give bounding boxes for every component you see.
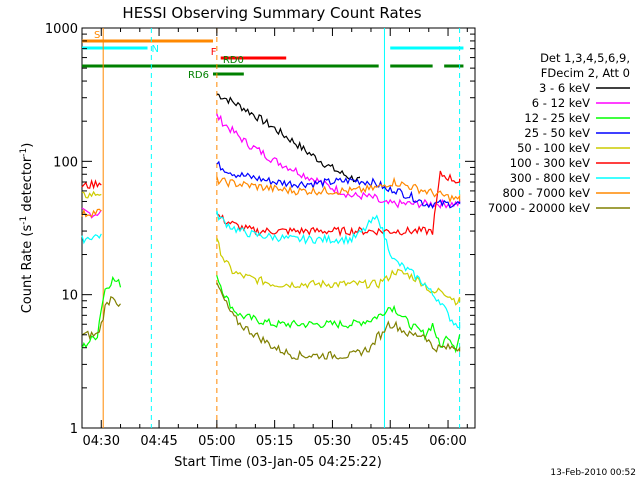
y-axis-label: Count Rate (s-1 detector-1) xyxy=(19,143,35,314)
legend-label: 7000 - 20000 keV xyxy=(488,201,590,215)
flag-label-f: F xyxy=(211,47,217,58)
series-line-5 xyxy=(81,170,461,237)
chart-title: HESSI Observing Summary Count Rates xyxy=(122,4,421,22)
y-axis-label-main: Count Rate (s xyxy=(20,225,35,314)
legend-label: 800 - 7000 keV xyxy=(502,186,590,200)
y-tick-label: 1000 xyxy=(45,22,78,37)
series-line-4 xyxy=(81,190,461,306)
series-line-1 xyxy=(81,113,461,219)
y-axis-label-end: ) xyxy=(20,143,35,148)
legend-header-line1: Det 1,3,4,5,6,9, xyxy=(540,51,630,65)
legend: Det 1,3,4,5,6,9, FDecim 2, Att 0 3 - 6 k… xyxy=(488,51,630,215)
series-line-8 xyxy=(81,282,461,360)
plot-area xyxy=(81,27,476,429)
x-tick-label: 04:45 xyxy=(140,434,177,449)
series-line-0 xyxy=(216,93,360,183)
y-tick-label: 1 xyxy=(70,422,78,437)
legend-label: 6 - 12 keV xyxy=(532,96,590,110)
series-line-2 xyxy=(81,275,461,354)
x-tick-label: 05:45 xyxy=(372,434,409,449)
legend-label: 100 - 300 keV xyxy=(510,156,590,170)
flag-bars: S N F RD0 RD6 xyxy=(82,30,464,81)
x-tick-label: 05:00 xyxy=(198,434,235,449)
x-tick-label: 04:30 xyxy=(83,434,120,449)
footer-timestamp: 13-Feb-2010 00:52 xyxy=(550,468,636,478)
y-tick-label: 100 xyxy=(53,155,78,170)
legend-header-line2: FDecim 2, Att 0 xyxy=(541,66,630,80)
y-axis-label-sup2: -1 xyxy=(19,148,29,157)
x-axis-label: Start Time (03-Jan-05 04:25:22) xyxy=(174,455,382,470)
x-tick-label: 05:30 xyxy=(314,434,351,449)
series-lines xyxy=(81,93,461,360)
flag-label-s: S xyxy=(94,30,100,41)
y-axis-label-sup1: -1 xyxy=(19,216,29,225)
flag-label-rd6: RD6 xyxy=(188,70,209,81)
legend-label: 12 - 25 keV xyxy=(524,111,590,125)
flag-label-rd0: RD0 xyxy=(223,55,244,66)
series-line-6 xyxy=(81,210,461,329)
series-line-3 xyxy=(216,160,461,209)
legend-label: 50 - 100 keV xyxy=(517,141,590,155)
flag-label-n: N xyxy=(152,44,159,55)
x-tick-label: 06:00 xyxy=(429,434,466,449)
legend-label: 300 - 800 keV xyxy=(510,171,590,185)
axes: 04:30 04:45 05:00 05:15 05:30 05:45 06:00 1 10 10… xyxy=(45,22,475,449)
x-tick-label: 05:15 xyxy=(256,434,293,449)
y-tick-label: 10 xyxy=(61,289,78,304)
legend-label: 3 - 6 keV xyxy=(539,81,590,95)
legend-label: 25 - 50 keV xyxy=(524,126,590,140)
y-axis-label-mid: detector xyxy=(20,156,35,216)
